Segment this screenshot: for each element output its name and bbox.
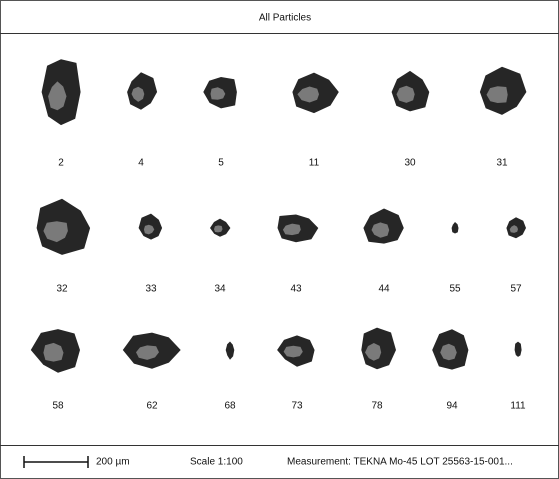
particle-label: 57 xyxy=(510,284,522,295)
particle-label: 55 xyxy=(449,284,461,295)
particle-label: 30 xyxy=(404,158,416,169)
scale-label: Scale 1:100 xyxy=(190,457,243,468)
particle-label: 58 xyxy=(52,401,64,412)
particle-label: 4 xyxy=(138,158,144,169)
particle-label: 33 xyxy=(145,284,157,295)
particle-label: 68 xyxy=(224,401,236,412)
scale-bar-label: 200 µm xyxy=(96,457,130,468)
particle-label: 73 xyxy=(291,401,303,412)
particle-label: 111 xyxy=(510,401,526,412)
particle-view: All Particles 200 µm Scale 1:100 Measure… xyxy=(0,0,559,479)
particle-label: 2 xyxy=(58,158,64,169)
page: All Particles 200 µm Scale 1:100 Measure… xyxy=(0,0,559,479)
particle-highlight xyxy=(214,225,223,232)
particle-label: 62 xyxy=(146,401,158,412)
particle-label: 94 xyxy=(446,401,458,412)
particle-label: 32 xyxy=(56,284,68,295)
header-title: All Particles xyxy=(259,13,311,24)
measurement-label: Measurement: TEKNA Mo-45 LOT 25563-15-00… xyxy=(287,457,513,468)
particle-label: 43 xyxy=(290,284,302,295)
particle-label: 31 xyxy=(496,158,508,169)
particle-label: 34 xyxy=(214,284,226,295)
particle-label: 11 xyxy=(309,158,320,169)
particle-label: 78 xyxy=(371,401,383,412)
particle-label: 5 xyxy=(218,158,224,169)
particle-label: 44 xyxy=(378,284,390,295)
